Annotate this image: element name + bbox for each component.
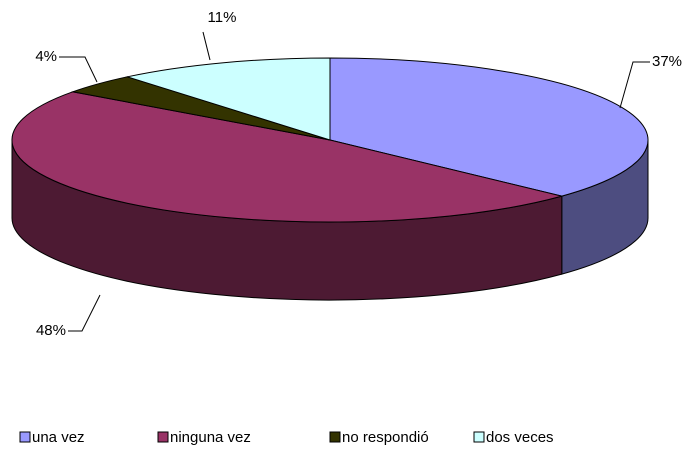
legend-swatch	[329, 431, 341, 443]
data-label: 4%	[35, 48, 57, 65]
slice	[125, 57, 331, 141]
slice	[329, 57, 649, 197]
legend-swatch	[157, 431, 169, 443]
legend-label: dos veces	[486, 429, 554, 446]
data-label: 37%	[652, 53, 682, 70]
legend-label: no respondió	[342, 429, 429, 446]
leader-line	[68, 294, 101, 332]
legend-swatch	[19, 431, 31, 443]
slice	[11, 91, 562, 223]
legend-label: ninguna vez	[170, 429, 251, 446]
legend-swatch	[473, 431, 485, 443]
legend-label: una vez	[32, 429, 85, 446]
leader-line	[202, 31, 211, 61]
data-label: 11%	[208, 9, 237, 26]
leader-line	[619, 61, 650, 109]
leader-line	[59, 56, 98, 83]
data-label: 48%	[36, 322, 66, 339]
